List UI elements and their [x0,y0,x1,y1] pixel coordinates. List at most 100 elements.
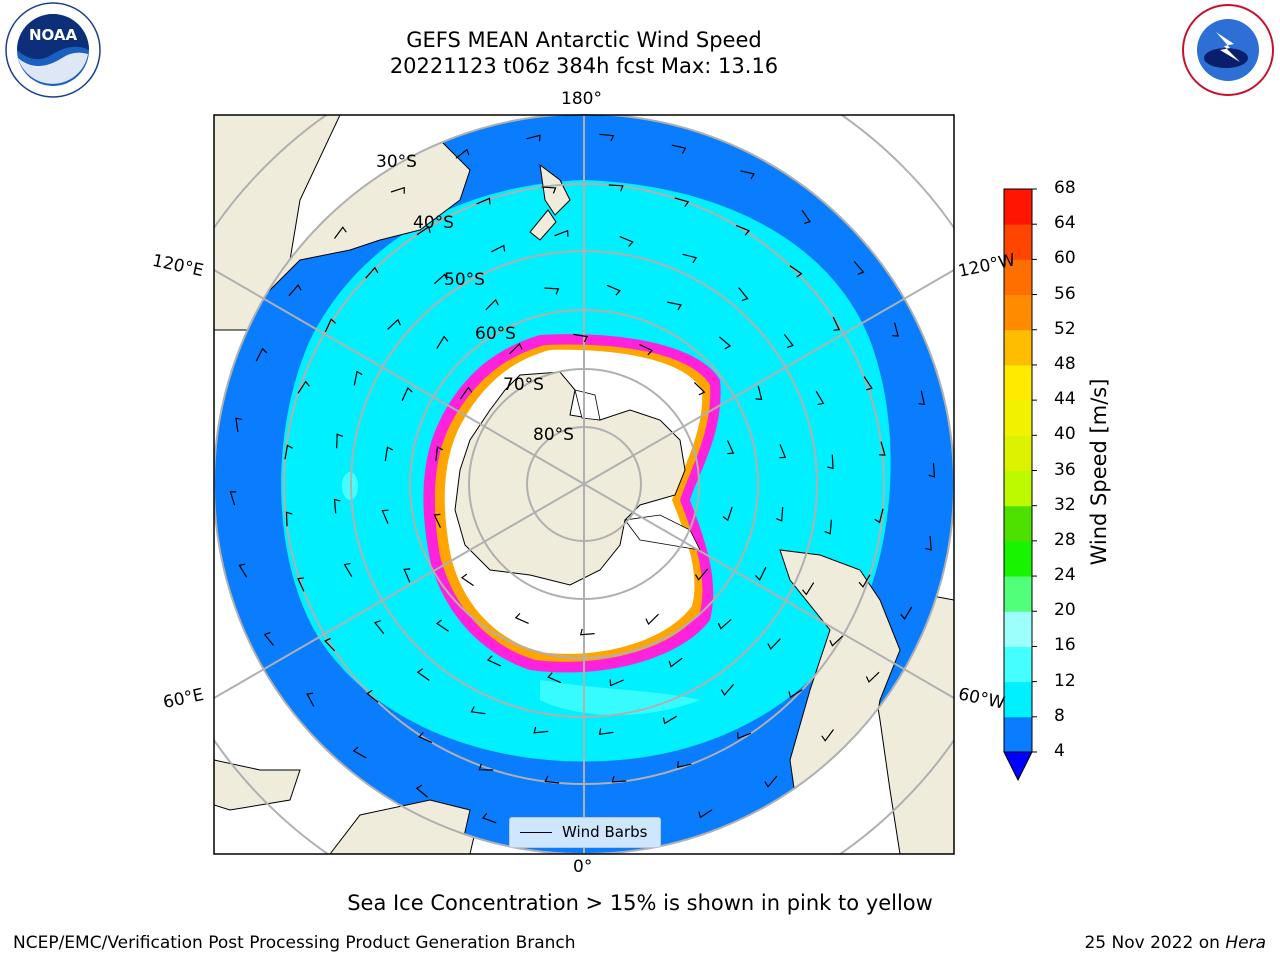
wind-barb [858,574,871,588]
wind-barb [726,440,735,455]
colorbar-segment [1004,540,1032,577]
wind-barb-legend-line [520,832,552,833]
wind-barb [928,462,936,478]
wind-barb [455,148,470,159]
wind-barb [459,386,473,400]
wind-barb [755,385,763,401]
wind-barb [824,519,832,535]
caption: Sea Ice Concentration > 15% is shown in … [347,891,933,915]
wind-barb [554,229,569,237]
colorbar-tick-label: 4 [1054,741,1065,761]
wind-barb [476,197,491,205]
legend-label: Wind Barbs [562,823,648,841]
wind-barb [853,261,865,275]
wind-barb [333,498,341,514]
colorbar-segment [1004,646,1032,683]
wind-barb [390,186,405,194]
colorbar-tick-label: 40 [1054,424,1076,445]
wind-barb [832,316,841,331]
colorbar-tick-label: 16 [1054,635,1076,656]
wind-barb [829,635,844,647]
wind-barb [599,133,615,142]
wind-barb [374,620,385,634]
colorbar-segment [1004,505,1032,542]
wind-barb [671,144,687,154]
colorbar-tick-label: 52 [1054,318,1076,339]
wind-barb [639,344,654,356]
wind-barb [306,692,315,707]
wind-barb [381,509,389,524]
meridian-label-180: 180° [561,89,602,109]
wind-barb [579,628,595,636]
wind-barb [619,236,634,247]
wind-barb [297,380,310,394]
graticule [214,115,954,854]
wind-barb [874,508,884,524]
wind-barb [324,318,337,333]
wind-barb [544,287,560,295]
colorbar-tick-label: 44 [1054,389,1076,410]
wind-barb [667,301,682,311]
colorbar-segment [1004,224,1032,260]
colorbar-tick-label: 28 [1054,529,1076,550]
colorbar-title: Wind Speed [m/s] [1087,378,1111,566]
svg-text:NOAA: NOAA [29,26,78,44]
wind-barb [598,728,614,736]
colorbar-segment [1004,611,1032,647]
colorbar-segment [1004,259,1032,296]
footer-host: Hera [1225,933,1266,953]
wind-barb [284,444,293,460]
colorbar-tick-label: 32 [1054,494,1076,515]
wind-barb [235,417,242,433]
wind-barb [343,562,353,578]
wind-barb [717,618,732,630]
colorbar [1003,188,1037,782]
parallel-label-30s: 30°S [376,152,417,172]
map-frame [213,114,955,855]
wind-barb [719,336,732,350]
wind-barb [892,322,899,337]
wind-barb [491,244,506,253]
colorbar-segment [1004,576,1032,612]
wind-barb [821,729,834,742]
wind-barb [764,775,778,788]
wind-barb [677,761,692,768]
footer-date-text: 25 Nov 2022 on [1084,933,1226,953]
chart-title: GEFS MEAN Antarctic Wind Speed [406,28,762,52]
wind-barb [435,619,449,632]
wind-barb [486,655,502,667]
colorbar-segment [1004,294,1032,331]
wind-barb [509,342,523,355]
map-legend: Wind Barbs [509,817,661,848]
parallel-label-70s: 70°S [503,375,544,395]
wind-barb [263,631,274,646]
colorbar-tick-label: 36 [1054,459,1076,480]
wind-barb [662,715,678,725]
colorbar-tick-label: 68 [1054,178,1076,198]
wind-barb [693,381,706,396]
wind-barb [925,535,932,551]
wind-barb [573,333,589,343]
wind-barb [878,441,886,456]
wind-barb [365,266,379,279]
wind-barb [611,775,627,783]
wind-barb [229,491,237,506]
wind-barb [801,209,811,224]
wind-barb [478,763,494,771]
wind-barb [789,265,803,278]
wind-barb [436,335,449,349]
wind-barb [485,298,499,311]
wind-barb [608,184,624,192]
wind-barb [740,170,755,180]
wind-barb [353,370,363,386]
chart-subtitle: 20221123 t06z 384h fcst Max: 13.16 [389,54,779,78]
wind-barb [544,775,560,784]
wind-barb [255,347,268,362]
wind-barb [533,726,549,734]
wind-barb [863,376,873,391]
nws-logo [1182,4,1274,96]
wind-barb [384,446,394,462]
colorbar-segment [1004,470,1032,507]
wind-barb [606,284,621,296]
wind-barb [775,506,784,522]
